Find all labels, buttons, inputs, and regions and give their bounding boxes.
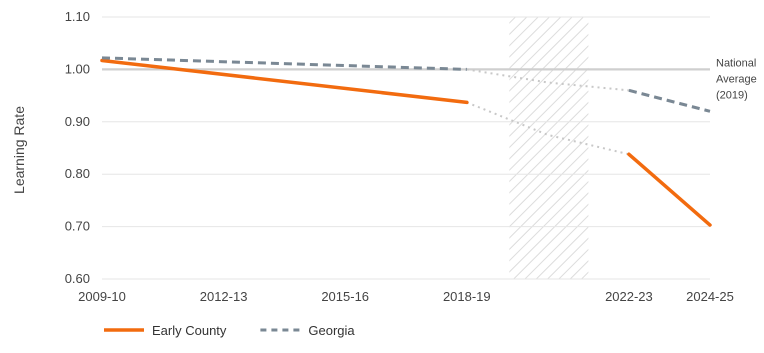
x-tick-label: 2015-16 — [321, 289, 369, 304]
series-line-early-county — [627, 152, 712, 227]
y-tick-label: 0.60 — [65, 271, 90, 286]
series-line-early-county — [100, 58, 469, 105]
reference-line-label: National — [716, 57, 756, 69]
series-line-georgia — [101, 56, 467, 71]
series-line-georgia — [628, 88, 711, 113]
reference-line-label: (2019) — [716, 89, 748, 101]
x-tick-label: 2009-10 — [78, 289, 126, 304]
y-tick-label: 1.00 — [65, 61, 90, 76]
x-tick-label: 2024-25 — [686, 289, 734, 304]
reference-line-label: Average — [716, 73, 757, 85]
y-tick-label: 0.80 — [65, 166, 90, 181]
y-tick-label: 0.90 — [65, 114, 90, 129]
y-axis-title: Learning Rate — [11, 106, 27, 194]
x-tick-label: 2018-19 — [443, 289, 491, 304]
x-tick-label: 2022-23 — [605, 289, 653, 304]
x-tick-label: 2012-13 — [200, 289, 248, 304]
legend-label-georgia: Georgia — [308, 323, 355, 338]
legend-label-early-county: Early County — [152, 323, 227, 338]
shaded-period — [509, 17, 589, 279]
y-tick-label: 0.70 — [65, 219, 90, 234]
y-tick-label: 1.10 — [65, 9, 90, 24]
